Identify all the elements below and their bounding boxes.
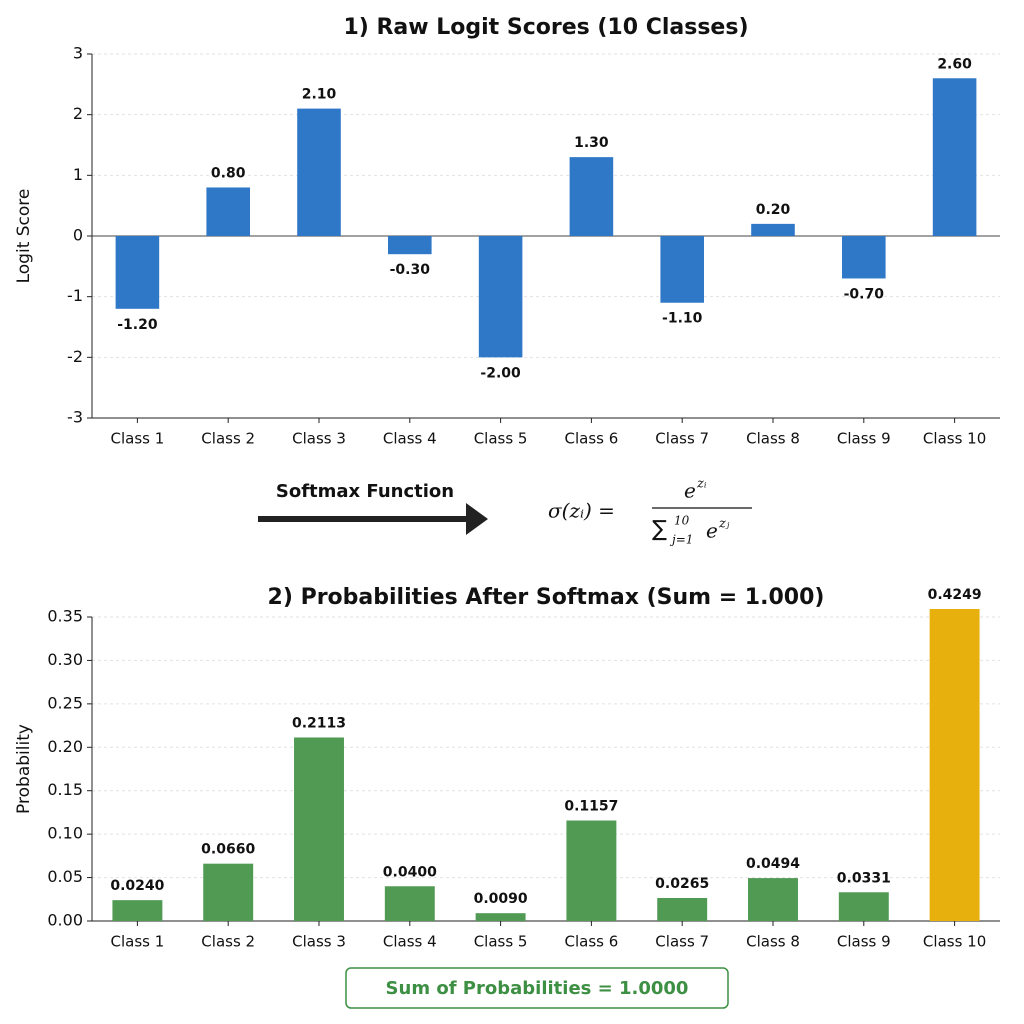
y-tick-label: 0.30 (47, 650, 83, 669)
bar (569, 157, 614, 236)
y-tick-label: 0.00 (47, 911, 83, 930)
x-tick-label: Class 2 (201, 933, 255, 951)
value-label: 1.30 (574, 135, 609, 151)
value-label: 0.0331 (837, 870, 891, 886)
x-tick-label: Class 9 (837, 430, 891, 448)
y-tick-label: 0.10 (47, 824, 83, 843)
bar (388, 236, 432, 255)
bar (112, 900, 163, 921)
value-label: 0.4249 (928, 587, 982, 603)
value-label: 0.80 (211, 165, 246, 181)
x-tick-label: Class 5 (474, 430, 528, 448)
bar (657, 897, 708, 921)
y-tick-label: -2 (67, 347, 83, 366)
bar (294, 737, 344, 921)
y-axis-label: Probability (14, 724, 34, 814)
softmax-label: Softmax Function (276, 481, 454, 502)
value-label: -1.20 (117, 317, 158, 333)
y-tick-label: 2 (73, 104, 83, 123)
value-label: 0.1157 (564, 799, 618, 815)
value-label: 0.0265 (655, 876, 709, 892)
value-label: -0.30 (390, 262, 431, 278)
y-tick-label: 1 (73, 165, 83, 184)
y-axis-label: Logit Score (14, 189, 34, 284)
value-label: 0.2113 (292, 715, 346, 731)
y-tick-label: 3 (73, 44, 83, 63)
x-tick-label: Class 7 (655, 430, 709, 448)
y-tick-label: 0.25 (47, 693, 83, 712)
value-label: 2.60 (937, 56, 972, 72)
arrow-head (466, 503, 488, 535)
x-tick-label: Class 5 (474, 933, 528, 951)
formula-numerator-exp: zᵢ (696, 477, 707, 492)
formula-sum-lower: j=1 (669, 533, 693, 547)
formula-numerator: e (684, 479, 696, 503)
value-label: 0.20 (756, 202, 791, 218)
value-label: 0.0400 (383, 864, 437, 880)
y-tick-label: 0.20 (47, 737, 83, 756)
bar (932, 78, 977, 237)
bar (206, 187, 250, 236)
bar (748, 878, 798, 921)
footer-box (345, 967, 729, 1009)
chart-title: 2) Probabilities After Softmax (Sum = 1.… (268, 585, 825, 610)
formula-lhs: σ(zᵢ) = (548, 499, 615, 523)
bar (660, 236, 704, 303)
y-tick-label: 0.15 (47, 780, 83, 799)
bar (384, 886, 435, 921)
chart-title: 1) Raw Logit Scores (10 Classes) (343, 15, 748, 40)
y-tick-label: -3 (67, 408, 83, 427)
bar (297, 108, 341, 236)
value-label: -0.70 (844, 286, 885, 302)
x-tick-label: Class 9 (837, 933, 891, 951)
bar (203, 863, 254, 921)
value-label: 0.0660 (201, 842, 255, 858)
x-tick-label: Class 1 (111, 430, 165, 448)
x-tick-label: Class 10 (923, 430, 986, 448)
y-tick-label: 0.35 (47, 607, 83, 626)
bar (751, 223, 795, 236)
y-tick-label: -1 (67, 286, 83, 305)
x-tick-label: Class 4 (383, 933, 437, 951)
x-tick-label: Class 8 (746, 430, 800, 448)
formula-sum: ∑ (652, 517, 667, 542)
value-label: 2.10 (302, 87, 337, 103)
bar (478, 236, 523, 358)
bar (566, 820, 617, 921)
x-tick-label: Class 3 (292, 933, 346, 951)
x-tick-label: Class 3 (292, 430, 346, 448)
bar (475, 913, 526, 921)
x-tick-label: Class 2 (201, 430, 255, 448)
x-tick-label: Class 10 (923, 933, 986, 951)
bar (842, 236, 886, 279)
value-label: 0.0240 (110, 878, 164, 894)
x-tick-label: Class 8 (746, 933, 800, 951)
x-tick-label: Class 6 (565, 933, 619, 951)
formula-denominator-exp: zⱼ (718, 517, 730, 532)
y-tick-label: 0.05 (47, 867, 83, 886)
formula-sum-upper: 10 (674, 514, 690, 528)
y-tick-label: 0 (73, 226, 83, 245)
formula-denominator: e (706, 519, 718, 543)
bar (838, 892, 889, 921)
value-label: -2.00 (480, 365, 521, 381)
value-label: 0.0090 (474, 891, 528, 907)
x-tick-label: Class 4 (383, 430, 437, 448)
x-tick-label: Class 1 (111, 933, 165, 951)
value-label: -1.10 (662, 311, 703, 327)
bar (115, 236, 160, 309)
x-tick-label: Class 7 (655, 933, 709, 951)
value-label: 0.0494 (746, 856, 800, 872)
footer-text: Sum of Probabilities = 1.0000 (386, 978, 689, 999)
bar (929, 609, 980, 921)
x-tick-label: Class 6 (565, 430, 619, 448)
